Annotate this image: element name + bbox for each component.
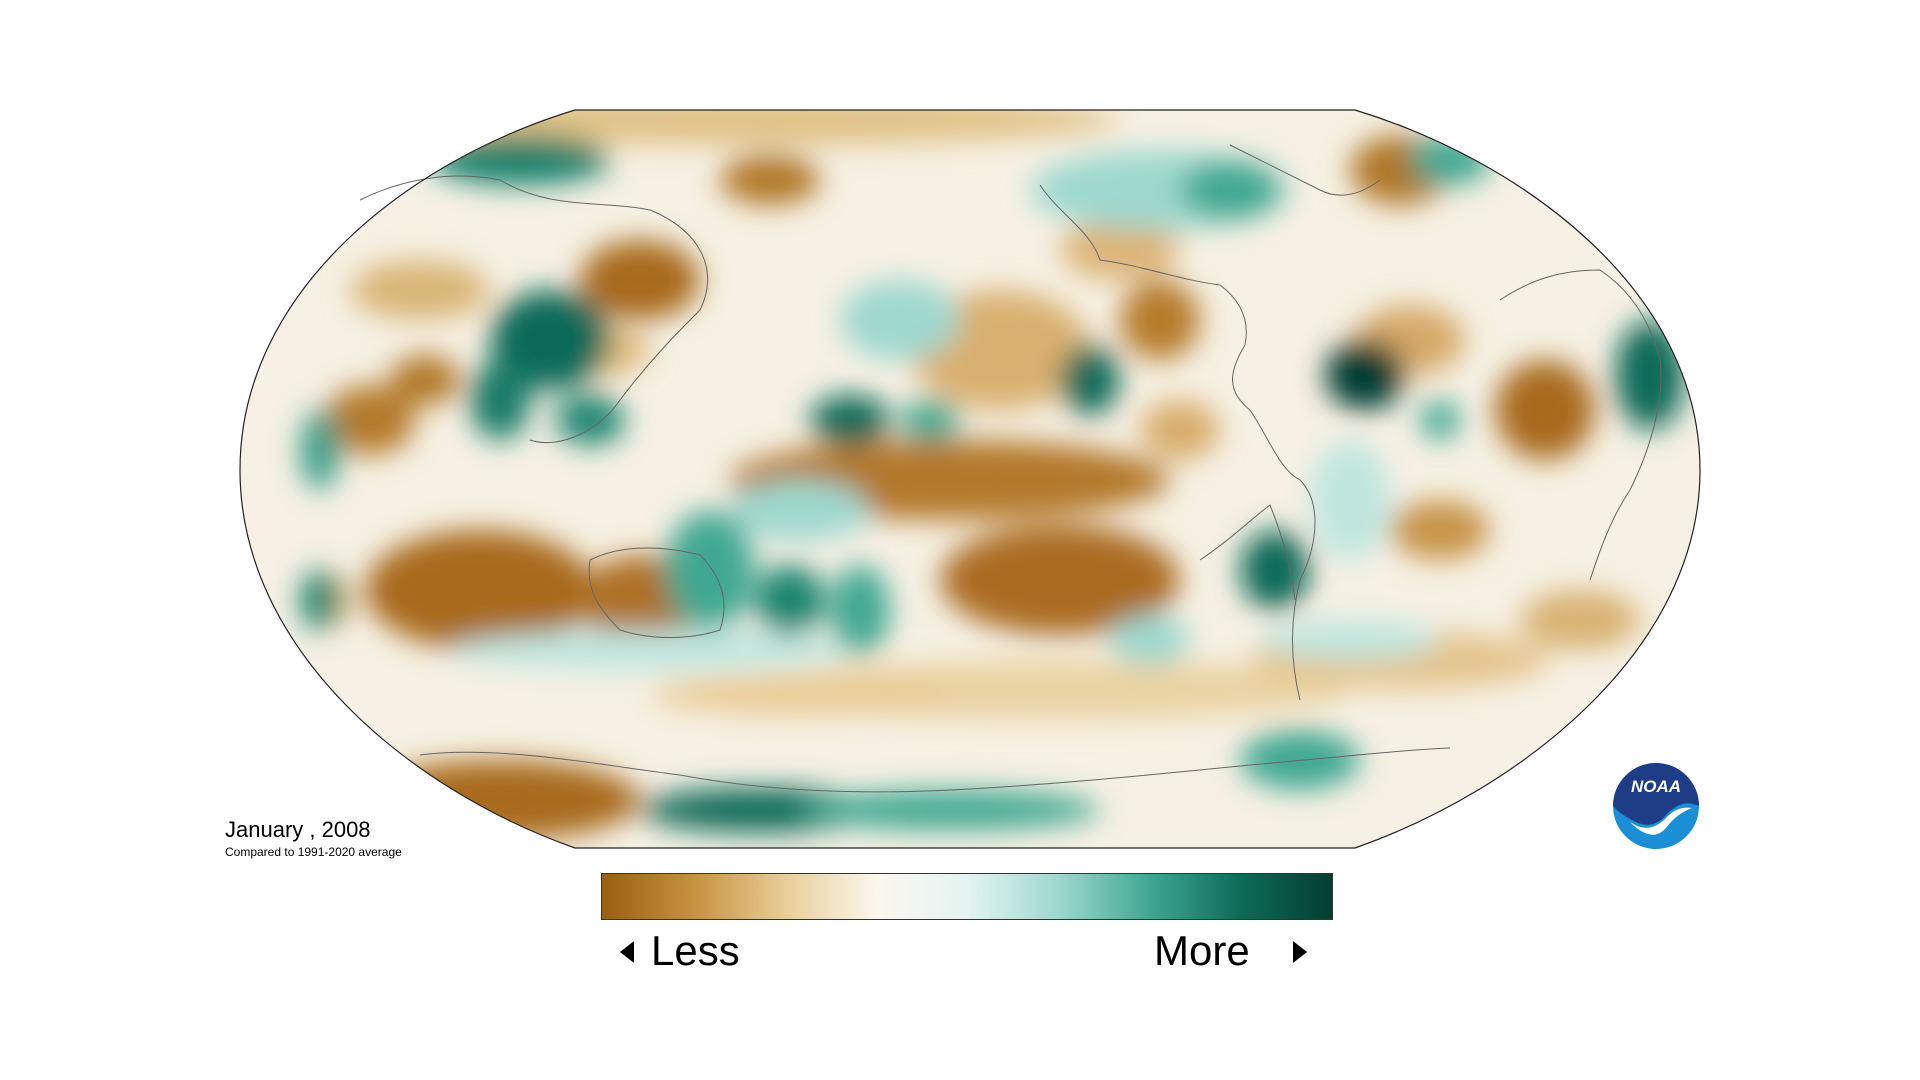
colorbar xyxy=(601,873,1333,920)
map-date-label: January , 2008 xyxy=(225,817,371,842)
noaa-logo-icon: NOAA xyxy=(1613,763,1699,849)
coastlines xyxy=(359,144,1662,793)
arrow-right-icon xyxy=(1293,941,1307,963)
arrow-left-icon xyxy=(620,941,634,963)
anomaly-field xyxy=(240,110,1700,848)
legend-high-label: More xyxy=(1154,927,1250,974)
svg-text:NOAA: NOAA xyxy=(1631,777,1681,796)
legend-low-label: Less xyxy=(651,927,740,974)
map-subtitle: Compared to 1991-2020 average xyxy=(225,845,402,859)
